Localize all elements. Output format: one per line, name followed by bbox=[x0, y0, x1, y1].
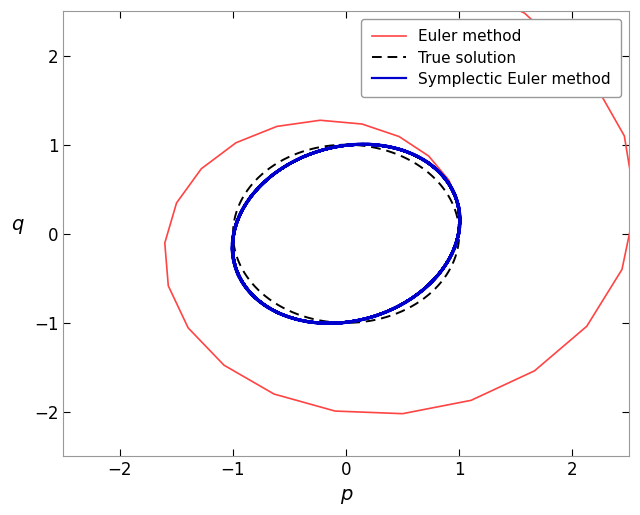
Euler method bbox=[22, 26, 30, 32]
Euler method bbox=[632, 201, 639, 208]
Euler method bbox=[232, 140, 240, 146]
True solution bbox=[456, 231, 463, 237]
True solution bbox=[299, 313, 307, 319]
Symplectic Euler method bbox=[250, 294, 257, 300]
Symplectic Euler method bbox=[354, 318, 362, 324]
Symplectic Euler method bbox=[360, 141, 367, 147]
Symplectic Euler method bbox=[228, 253, 236, 260]
Euler method bbox=[531, 368, 538, 374]
Symplectic Euler method bbox=[326, 321, 333, 327]
Euler method bbox=[425, 153, 433, 159]
Euler method bbox=[161, 240, 168, 246]
Symplectic Euler method bbox=[430, 163, 438, 169]
Euler method bbox=[583, 323, 591, 330]
Line: Euler method: Euler method bbox=[0, 0, 636, 414]
Euler method bbox=[184, 325, 192, 331]
X-axis label: p: p bbox=[340, 485, 352, 504]
Symplectic Euler method bbox=[372, 313, 380, 319]
Euler method bbox=[583, 67, 591, 73]
Euler method bbox=[316, 117, 324, 124]
Y-axis label: q: q bbox=[11, 215, 24, 234]
Euler method bbox=[399, 410, 406, 417]
True solution bbox=[456, 231, 463, 237]
Symplectic Euler method bbox=[456, 231, 463, 237]
Euler method bbox=[332, 408, 339, 414]
Symplectic Euler method bbox=[382, 143, 390, 149]
True solution bbox=[342, 320, 350, 326]
True solution bbox=[365, 318, 372, 324]
Euler method bbox=[220, 362, 228, 368]
Euler method bbox=[620, 133, 628, 139]
True solution bbox=[433, 177, 440, 183]
True solution bbox=[248, 181, 256, 187]
True solution bbox=[237, 199, 244, 205]
Legend: Euler method, True solution, Symplectic Euler method: Euler method, True solution, Symplectic … bbox=[362, 19, 621, 97]
Euler method bbox=[173, 200, 180, 206]
Euler method bbox=[456, 204, 463, 210]
Euler method bbox=[396, 133, 403, 140]
True solution bbox=[377, 316, 385, 322]
Euler method bbox=[273, 123, 281, 129]
Euler method bbox=[521, 10, 529, 16]
Euler method bbox=[270, 391, 278, 397]
Euler method bbox=[618, 266, 626, 272]
Line: True solution: True solution bbox=[233, 145, 460, 323]
Euler method bbox=[164, 283, 172, 289]
True solution bbox=[342, 142, 350, 148]
Euler method bbox=[445, 177, 453, 183]
Euler method bbox=[198, 166, 205, 172]
Euler method bbox=[358, 121, 366, 127]
Symplectic Euler method bbox=[446, 255, 454, 262]
Line: Symplectic Euler method: Symplectic Euler method bbox=[232, 144, 461, 324]
Euler method bbox=[456, 231, 463, 237]
Euler method bbox=[467, 397, 475, 403]
